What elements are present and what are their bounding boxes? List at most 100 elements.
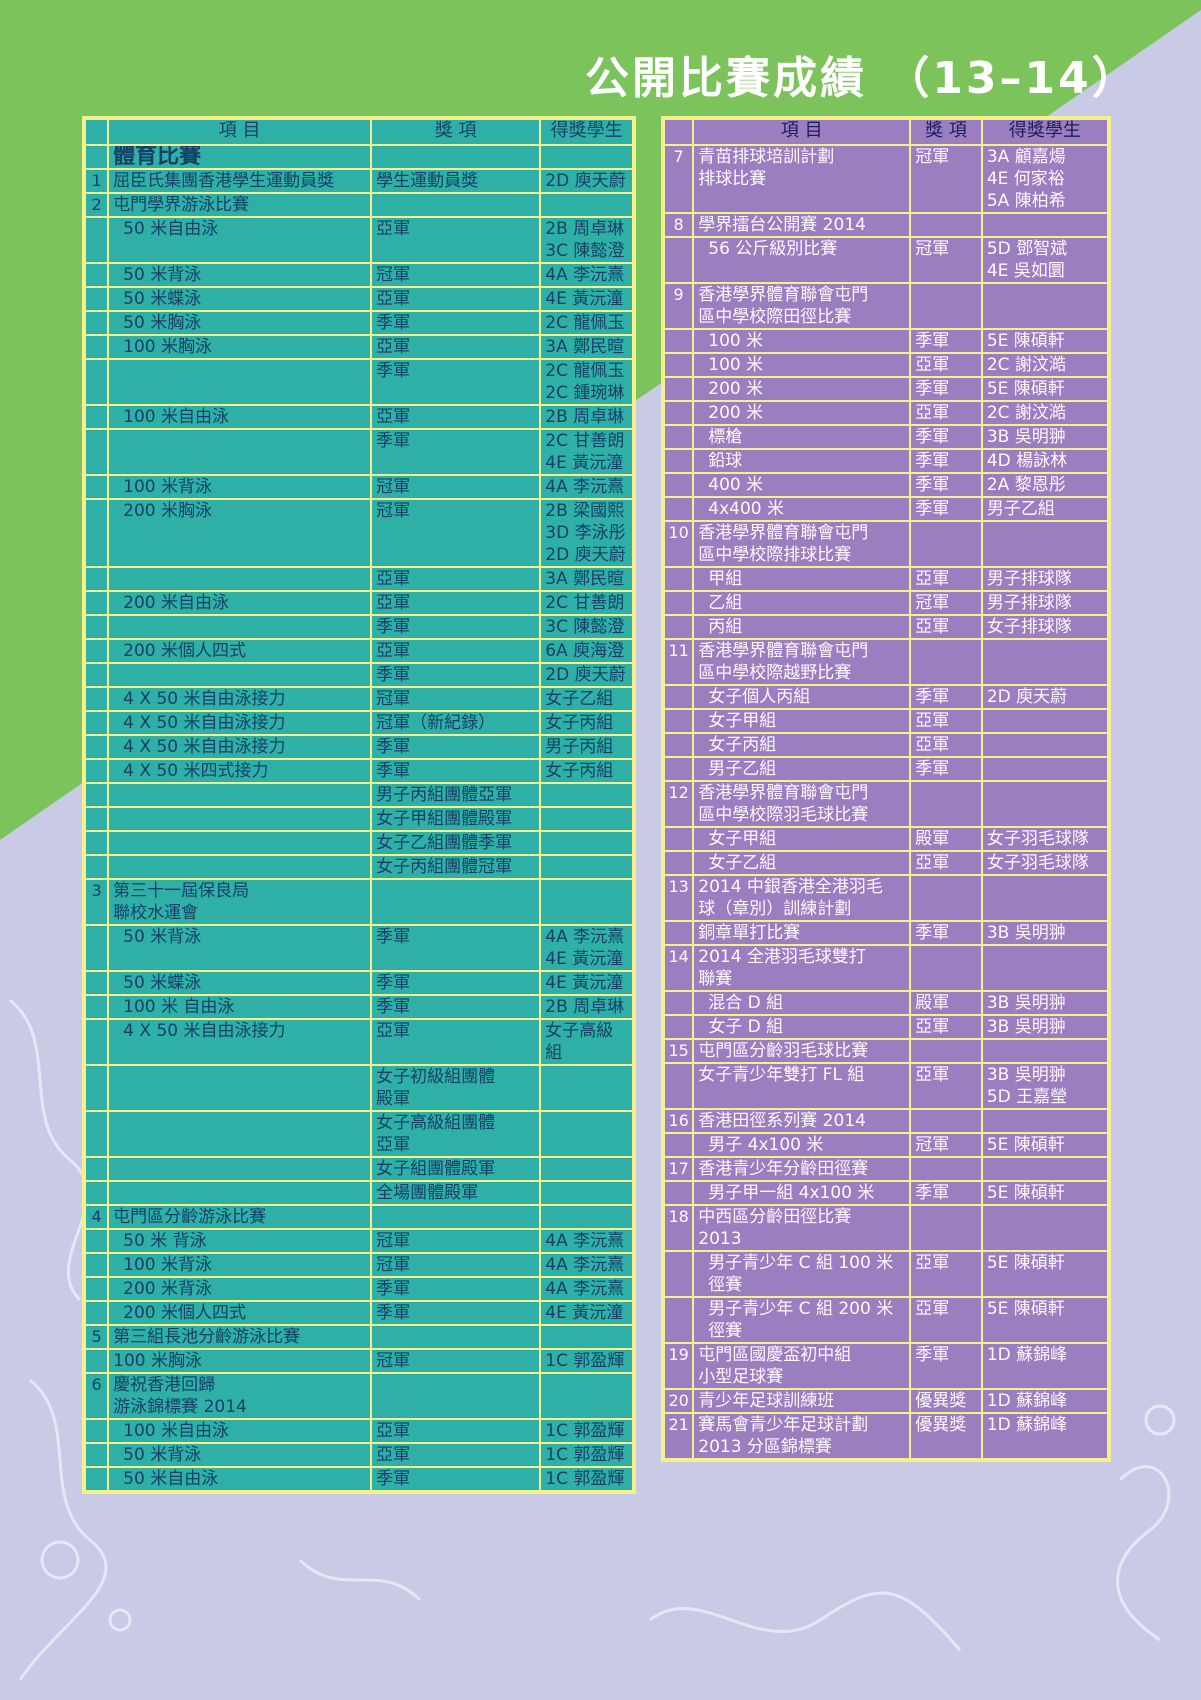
table-row: 男子乙組 季軍: [661, 756, 1111, 782]
row-student: 4E 黃沅潼: [539, 286, 635, 312]
row-item: 女子甲組: [692, 826, 912, 852]
row-number: [661, 732, 695, 758]
row-student: 2B 周卓琳: [539, 994, 635, 1020]
table-row: 女子初級組團體 殿軍: [82, 1064, 635, 1112]
row-award: [909, 1156, 983, 1182]
table-row: 女子甲組團體殿軍: [82, 806, 635, 832]
table-row: 4 X 50 米四式接力 季軍 女子丙組: [82, 758, 635, 784]
row-item: 女子青少年雙打 FL 組: [692, 1062, 912, 1110]
row-item: 200 米: [692, 400, 912, 426]
table-row: 50 米蝶泳 亞軍 4E 黃沅潼: [82, 286, 635, 312]
row-item: 屯門區分齡游泳比賽: [107, 1204, 373, 1230]
row-number: [661, 708, 695, 734]
row-item: 50 米蝶泳: [107, 286, 373, 312]
row-number: [82, 734, 110, 760]
row-student: [980, 1108, 1111, 1134]
row-number: [661, 496, 695, 522]
row-item: 標槍: [692, 424, 912, 450]
row-number: 18: [661, 1204, 695, 1252]
row-award: 季軍: [909, 684, 983, 710]
header-student: 得獎學生: [980, 117, 1111, 146]
table-row: 10 香港學界體育聯會屯門 區中學校際排球比賽: [661, 520, 1111, 568]
row-award: 亞軍: [370, 1418, 542, 1444]
row-student: 2D 庾天蔚: [539, 662, 635, 688]
row-student: [980, 520, 1111, 568]
header-award: 獎 項: [370, 117, 542, 146]
row-number: 15: [661, 1038, 695, 1064]
table-row: 11 香港學界體育聯會屯門 區中學校際越野比賽: [661, 638, 1111, 686]
row-student: 3C 陳懿澄: [539, 614, 635, 640]
row-item: 4x400 米: [692, 496, 912, 522]
row-item: 50 米背泳: [107, 1442, 373, 1468]
row-award: 季軍: [370, 662, 542, 688]
row-student: 4A 李沅熹 4E 黃沅潼: [539, 924, 635, 972]
row-award: 亞軍: [909, 708, 983, 734]
row-student: 1C 郭盈輝: [539, 1348, 635, 1374]
row-number: 4: [82, 1204, 110, 1230]
row-award: 亞軍: [370, 566, 542, 592]
row-student: [539, 1156, 635, 1182]
row-student: 女子排球隊: [980, 614, 1111, 640]
row-student: 2C 謝汶澔: [980, 400, 1111, 426]
row-item: 100 米: [692, 328, 912, 354]
row-number: 3: [82, 878, 110, 926]
row-award: [370, 192, 542, 218]
row-number: [661, 1296, 695, 1344]
row-item: 4 X 50 米自由泳接力: [107, 710, 373, 736]
row-item: 100 米背泳: [107, 1252, 373, 1278]
row-number: 2: [82, 192, 110, 218]
row-award: 亞軍: [909, 614, 983, 640]
row-award: 亞軍: [370, 216, 542, 264]
row-award: 季軍: [370, 614, 542, 640]
table-row: 亞軍 3A 鄭民暄: [82, 566, 635, 592]
row-award: 季軍: [909, 424, 983, 450]
row-item: 香港學界體育聯會屯門 區中學校際排球比賽: [692, 520, 912, 568]
row-award: [909, 874, 983, 922]
table-row: 56 公斤級別比賽 冠軍 5D 鄧智斌 4E 吳如圜: [661, 236, 1111, 284]
row-award: 亞軍: [909, 1296, 983, 1344]
table-row: 50 米 背泳 冠軍 4A 李沅熹: [82, 1228, 635, 1254]
row-student: [980, 944, 1111, 992]
row-item: 第三組長池分齡游泳比賽: [107, 1324, 373, 1350]
row-student: 男子排球隊: [980, 590, 1111, 616]
table-row: 4 X 50 米自由泳接力 季軍 男子丙組: [82, 734, 635, 760]
table-row: 100 米 自由泳 季軍 2B 周卓琳: [82, 994, 635, 1020]
row-student: 女子乙組: [539, 686, 635, 712]
row-item: 200 米自由泳: [107, 590, 373, 616]
header-item: 項 目: [107, 117, 373, 146]
row-award: 季軍: [370, 734, 542, 760]
row-item: 100 米胸泳: [107, 334, 373, 360]
row-student: 3B 吳明翀: [980, 424, 1111, 450]
row-student: 5E 陳碩軒: [980, 1180, 1111, 1206]
row-item: 4 X 50 米自由泳接力: [107, 734, 373, 760]
row-number: [661, 756, 695, 782]
row-number: [661, 472, 695, 498]
row-student: [980, 212, 1111, 238]
row-award: 季軍: [909, 756, 983, 782]
header-student: 得獎學生: [539, 117, 635, 146]
table-row: 季軍 2C 甘善朗 4E 黃沅潼: [82, 428, 635, 476]
row-student: 1C 郭盈輝: [539, 1418, 635, 1444]
row-award: 亞軍: [370, 334, 542, 360]
row-number: [661, 920, 695, 946]
row-item: 學界擂台公開賽 2014: [692, 212, 912, 238]
row-item: [107, 854, 373, 880]
row-number: 6: [82, 1372, 110, 1420]
row-student: [980, 732, 1111, 758]
row-item: 香港學界體育聯會屯門 區中學校際越野比賽: [692, 638, 912, 686]
row-item: 200 米: [692, 376, 912, 402]
row-award: 亞軍: [370, 1018, 542, 1066]
row-award: 季軍: [370, 1466, 542, 1493]
row-item: [107, 428, 373, 476]
row-number: [82, 144, 110, 170]
row-item: 混合 D 組: [692, 990, 912, 1016]
row-number: [82, 590, 110, 616]
row-number: [82, 1348, 110, 1374]
row-student: [980, 874, 1111, 922]
table-row: 甲組 亞軍 男子排球隊: [661, 566, 1111, 592]
row-number: [661, 826, 695, 852]
row-item: 100 米自由泳: [107, 404, 373, 430]
table-row: 200 米亞軍 2C 謝汶澔: [661, 400, 1111, 426]
row-student: [539, 1372, 635, 1420]
row-award: 亞軍: [909, 1062, 983, 1110]
